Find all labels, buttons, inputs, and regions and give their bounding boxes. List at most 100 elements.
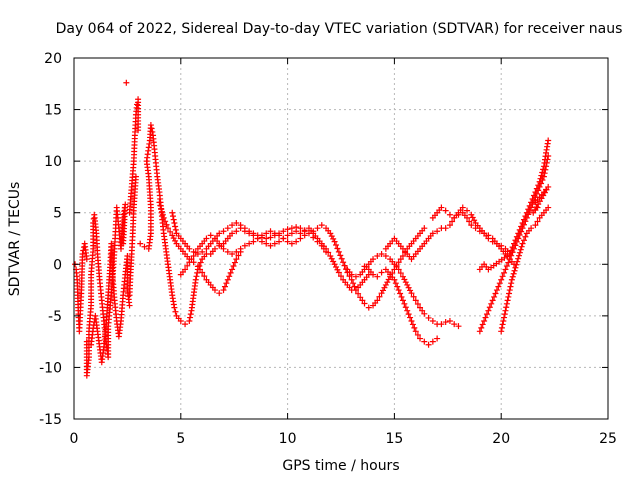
arc-i-point — [468, 222, 475, 229]
data-points — [72, 79, 552, 379]
arc-e-point — [359, 297, 366, 304]
arc-b-point — [235, 252, 242, 259]
arc-l-point — [506, 290, 513, 297]
arc-k-point — [512, 237, 519, 244]
arc-g-point — [429, 338, 436, 345]
arc-d-point — [241, 242, 248, 249]
x-tick-label-0: 0 — [70, 431, 79, 447]
arc-j-point — [501, 269, 508, 276]
arc-l-point — [500, 318, 507, 325]
arc-f-point — [407, 287, 414, 294]
arc-k-point — [530, 192, 537, 199]
arc-f-point — [405, 284, 412, 291]
arc-a-point — [197, 259, 204, 266]
arc-j-point — [505, 259, 512, 266]
arc-l-point — [534, 218, 541, 225]
chart-title: Day 064 of 2022, Sidereal Day-to-day VTE… — [56, 21, 623, 37]
arc-l-point — [522, 233, 529, 240]
arc-g-point — [392, 280, 399, 287]
x-tick-label-20: 20 — [492, 431, 510, 447]
arc-i-point — [466, 218, 473, 225]
arc-h-point — [469, 214, 476, 221]
arc-a-point — [182, 321, 189, 328]
arc-d-point — [203, 235, 210, 242]
arc-g-point — [399, 297, 406, 304]
arc-c-point — [169, 213, 176, 220]
arc-e-point — [374, 297, 381, 304]
arc-h-point — [429, 230, 436, 237]
arc-c-point — [280, 228, 287, 235]
arc-i-point — [481, 230, 488, 237]
arc-j-point — [479, 321, 486, 328]
arc-l-point — [545, 204, 552, 211]
arc-e-point — [365, 304, 372, 311]
x-tick-label-5: 5 — [176, 431, 185, 447]
arc-b-point — [233, 256, 240, 263]
arc-f-point — [429, 318, 436, 325]
arc-j-point — [492, 290, 499, 297]
arc-d-point — [229, 250, 236, 257]
axis-ticks: 0 5 10 15 20 25 -15 -10 -5 0 5 10 15 20 — [39, 51, 617, 447]
arc-a-point — [148, 125, 155, 132]
arc-b-point — [197, 266, 204, 273]
arc-k-point — [537, 175, 544, 182]
arc-l-point — [501, 314, 508, 321]
arc-k-point — [526, 202, 533, 209]
arc-f-point — [378, 250, 385, 257]
arc-e-point — [350, 280, 357, 287]
arc-g-point — [409, 321, 416, 328]
arc-g-point — [412, 328, 419, 335]
arc-k-point — [509, 244, 516, 251]
arc-g-point — [434, 335, 441, 342]
arc-l-point — [503, 300, 510, 307]
plot-frame — [73, 57, 609, 420]
arc-e-point — [397, 256, 404, 263]
arc-g-point — [408, 318, 415, 325]
arc-a-point — [263, 240, 270, 247]
arc-c-point — [216, 230, 223, 237]
arc-spike-point — [126, 292, 133, 299]
arc-b-point — [158, 205, 165, 212]
arc-g-point — [378, 269, 385, 276]
y-tick-label--5: -5 — [48, 309, 62, 325]
arc-a-point — [333, 264, 340, 271]
arc-b-point — [211, 287, 218, 294]
arc-a-point — [267, 242, 274, 249]
arc-d-point — [246, 240, 253, 247]
arc-g-point — [401, 300, 408, 307]
arc-c-point — [297, 225, 304, 232]
arc-e-point — [421, 225, 428, 232]
arc-b-point — [157, 202, 164, 209]
arc-k-point — [520, 216, 527, 223]
arc-d-point — [258, 232, 265, 239]
arc-a-point — [172, 308, 179, 315]
arc-j-point — [486, 304, 493, 311]
arc-i-point — [472, 225, 479, 232]
arc-f-point — [421, 310, 428, 317]
arc-e-point — [314, 225, 321, 232]
arc-g-point — [425, 341, 432, 348]
arc-k-point — [538, 172, 545, 179]
arc-a-point — [328, 255, 335, 262]
y-tick-label--15: -15 — [39, 412, 62, 428]
x-tick-label-25: 25 — [599, 431, 617, 447]
arc-a-point — [147, 122, 154, 129]
arc-e-point — [395, 259, 402, 266]
arc-b-point — [167, 228, 174, 235]
arc-c-point — [250, 230, 257, 237]
arc-d-point — [267, 228, 274, 235]
arc-f-point — [382, 253, 389, 260]
arc-b-point — [226, 273, 233, 280]
arc-k-point — [522, 213, 529, 220]
arc-l-point — [507, 283, 514, 290]
arc-c-point — [237, 222, 244, 229]
arc-d-point — [182, 266, 189, 273]
x-tick-label-15: 15 — [385, 431, 403, 447]
arc-a-point — [338, 273, 344, 280]
arc-m-point — [534, 204, 541, 211]
arc-d-point — [190, 253, 197, 260]
arc-a-point — [297, 230, 304, 237]
arc-j-point — [482, 314, 489, 321]
arc-j-point — [476, 328, 483, 335]
arc-c-point — [241, 225, 248, 232]
